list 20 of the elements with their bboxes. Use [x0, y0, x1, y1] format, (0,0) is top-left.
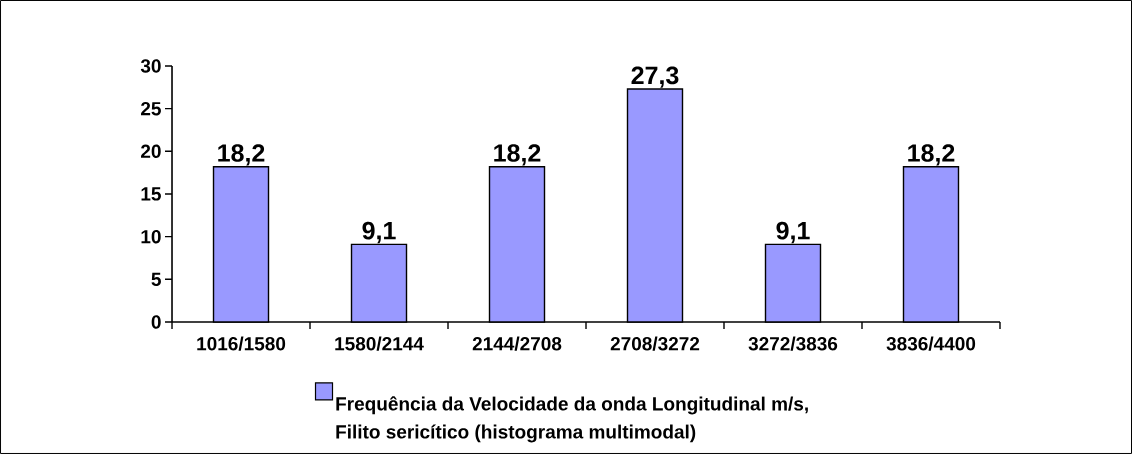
x-tick-label: 3836/4400 [886, 336, 976, 351]
x-tick-label: 1580/2144 [335, 336, 424, 351]
data-label: 9,1 [362, 221, 396, 244]
x-tick-label: 2708/3272 [610, 336, 700, 351]
y-tick-label: 5 [151, 272, 161, 286]
x-tick-label: 2144/2708 [472, 336, 562, 351]
data-label: 18,2 [908, 144, 955, 166]
y-tick-label: 10 [141, 229, 161, 244]
data-label: 27,3 [631, 66, 679, 88]
x-tick-label: 3272/3836 [748, 336, 838, 351]
y-tick-label: 20 [141, 144, 161, 159]
data-label: 18,2 [494, 144, 541, 166]
legend-label: Frequência da Velocidade da onda Longitudinal m/s, Filito sericítico (histograma multimodal) [336, 396, 808, 443]
y-tick-label: 30 [140, 59, 161, 73]
data-label: 9,1 [776, 221, 810, 244]
x-tick-label: 1016/1580 [197, 336, 286, 351]
y-tick-label: 25 [141, 101, 161, 116]
y-tick-label: 15 [141, 187, 161, 201]
data-label: 18,2 [218, 144, 265, 166]
y-tick-label: 0 [151, 315, 161, 329]
